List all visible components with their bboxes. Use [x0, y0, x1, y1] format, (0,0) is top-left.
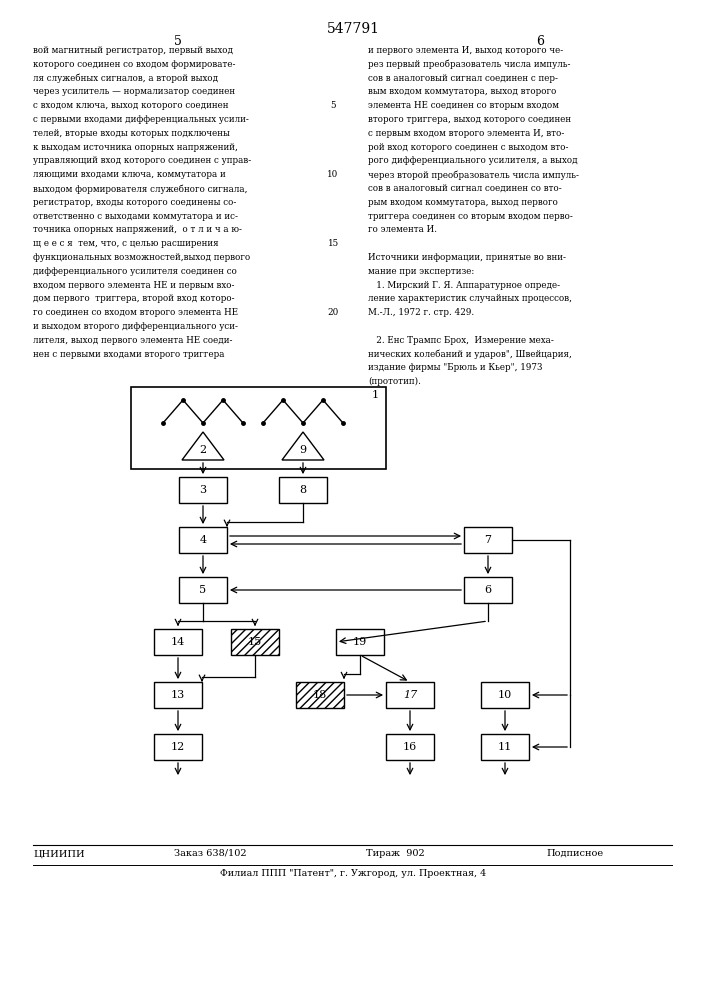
Text: ЦНИИПИ: ЦНИИПИ [33, 849, 85, 858]
Text: 2: 2 [199, 445, 206, 455]
Text: 5: 5 [174, 35, 182, 48]
Text: вым входом коммутатора, выход второго: вым входом коммутатора, выход второго [368, 87, 556, 96]
Bar [296, 682, 344, 708]
Text: функциональных возможностей,выход первого: функциональных возможностей,выход первог… [33, 253, 250, 262]
Text: ление характеристик случайных процессов,: ление характеристик случайных процессов, [368, 294, 572, 303]
Bar [386, 682, 434, 708]
Text: входом первого элемента НЕ и первым вхо-: входом первого элемента НЕ и первым вхо- [33, 281, 235, 290]
Text: и выходом второго дифференциального уси-: и выходом второго дифференциального уси- [33, 322, 238, 331]
Text: сов в аналоговый сигнал соединен со вто-: сов в аналоговый сигнал соединен со вто- [368, 184, 562, 193]
Text: через усилитель — нормализатор соединен: через усилитель — нормализатор соединен [33, 87, 235, 96]
Text: (прототип).: (прототип). [368, 377, 421, 386]
Text: которого соединен со входом формировате-: которого соединен со входом формировате- [33, 60, 235, 69]
Text: 20: 20 [327, 308, 339, 317]
Bar [179, 477, 227, 503]
Text: 9: 9 [300, 445, 307, 455]
Text: дифференциального усилителя соединен со: дифференциального усилителя соединен со [33, 267, 237, 276]
Text: рез первый преобразователь числа импуль-: рез первый преобразователь числа импуль- [368, 60, 571, 69]
Text: рого дифференциального усилителя, а выход: рого дифференциального усилителя, а выхо… [368, 156, 578, 165]
Text: элемента НЕ соединен со вторым входом: элемента НЕ соединен со вторым входом [368, 101, 559, 110]
Text: издание фирмы "Брюль и Кьер", 1973: издание фирмы "Брюль и Кьер", 1973 [368, 363, 542, 372]
Text: 19: 19 [353, 637, 367, 647]
Bar [179, 577, 227, 603]
Text: Филиал ППП "Патент", г. Ужгород, ул. Проектная, 4: Филиал ППП "Патент", г. Ужгород, ул. Про… [220, 869, 486, 878]
Bar [279, 477, 327, 503]
Text: Источники информации, принятые во вни-: Источники информации, принятые во вни- [368, 253, 566, 262]
Text: 6: 6 [484, 585, 491, 595]
Text: точника опорных напряжений,  о т л и ч а ю-: точника опорных напряжений, о т л и ч а … [33, 225, 242, 234]
Text: нических колебаний и ударов", Швейцария,: нических колебаний и ударов", Швейцария, [368, 350, 572, 359]
Text: 8: 8 [300, 485, 307, 495]
Text: нен с первыми входами второго триггера: нен с первыми входами второго триггера [33, 350, 225, 359]
Text: 10: 10 [327, 170, 339, 179]
Text: 547791: 547791 [327, 22, 380, 36]
Bar [386, 734, 434, 760]
Text: 4: 4 [199, 535, 206, 545]
Text: 6: 6 [536, 35, 544, 48]
Bar [154, 629, 202, 655]
Bar [464, 527, 512, 553]
Text: Заказ 638/102: Заказ 638/102 [174, 849, 246, 858]
Text: управляющий вход которого соединен с управ-: управляющий вход которого соединен с упр… [33, 156, 251, 165]
Text: 3: 3 [199, 485, 206, 495]
Text: 1: 1 [372, 390, 379, 400]
Text: 1. Мирский Г. Я. Аппаратурное опреде-: 1. Мирский Г. Я. Аппаратурное опреде- [368, 281, 560, 290]
Text: 16: 16 [403, 742, 417, 752]
Text: 15: 15 [248, 637, 262, 647]
Text: мание при экспертизе:: мание при экспертизе: [368, 267, 474, 276]
Text: ляющими входами ключа, коммутатора и: ляющими входами ключа, коммутатора и [33, 170, 226, 179]
Text: сов в аналоговый сигнал соединен с пер-: сов в аналоговый сигнал соединен с пер- [368, 74, 558, 83]
Text: 5: 5 [330, 101, 336, 110]
Text: Подписное: Подписное [547, 849, 604, 858]
Text: 10: 10 [498, 690, 512, 700]
Text: с первым входом второго элемента И, вто-: с первым входом второго элемента И, вто- [368, 129, 564, 138]
Text: Тираж  902: Тираж 902 [366, 849, 424, 858]
Polygon shape [282, 432, 324, 460]
Text: второго триггера, выход которого соединен: второго триггера, выход которого соедине… [368, 115, 571, 124]
Text: с первыми входами дифференциальных усили-: с первыми входами дифференциальных усили… [33, 115, 249, 124]
Text: 18: 18 [313, 690, 327, 700]
Bar [154, 682, 202, 708]
Text: 15: 15 [327, 239, 339, 248]
Bar [179, 527, 227, 553]
Text: через второй преобразователь числа импуль-: через второй преобразователь числа импул… [368, 170, 579, 180]
Text: регистратор, входы которого соединены со-: регистратор, входы которого соединены со… [33, 198, 236, 207]
Text: дом первого  триггера, второй вход которо-: дом первого триггера, второй вход которо… [33, 294, 235, 303]
Bar [481, 734, 529, 760]
Text: го элемента И.: го элемента И. [368, 225, 437, 234]
Text: рой вход которого соединен с выходом вто-: рой вход которого соединен с выходом вто… [368, 143, 568, 152]
Bar [464, 577, 512, 603]
Text: 11: 11 [498, 742, 512, 752]
Text: 14: 14 [171, 637, 185, 647]
Text: рым входом коммутатора, выход первого: рым входом коммутатора, выход первого [368, 198, 558, 207]
Bar [336, 629, 384, 655]
Text: 2. Енс Трампс Брох,  Измерение меха-: 2. Енс Трампс Брох, Измерение меха- [368, 336, 554, 345]
Polygon shape [182, 432, 224, 460]
Text: щ е е с я  тем, что, с целью расширения: щ е е с я тем, что, с целью расширения [33, 239, 218, 248]
Text: 13: 13 [171, 690, 185, 700]
Text: 5: 5 [199, 585, 206, 595]
Text: го соединен со входом второго элемента НЕ: го соединен со входом второго элемента Н… [33, 308, 238, 317]
Text: вой магнитный регистратор, первый выход: вой магнитный регистратор, первый выход [33, 46, 233, 55]
Text: выходом формирователя служебного сигнала,: выходом формирователя служебного сигнала… [33, 184, 247, 194]
Bar [481, 682, 529, 708]
Text: М.-Л., 1972 г. стр. 429.: М.-Л., 1972 г. стр. 429. [368, 308, 474, 317]
Text: 17: 17 [403, 690, 417, 700]
Text: с входом ключа, выход которого соединен: с входом ключа, выход которого соединен [33, 101, 228, 110]
Bar [231, 629, 279, 655]
Bar [154, 734, 202, 760]
Text: 7: 7 [484, 535, 491, 545]
Text: к выходам источника опорных напряжений,: к выходам источника опорных напряжений, [33, 143, 238, 152]
Text: и первого элемента И, выход которого че-: и первого элемента И, выход которого че- [368, 46, 563, 55]
Text: ответственно с выходами коммутатора и ис-: ответственно с выходами коммутатора и ис… [33, 212, 238, 221]
Bar [131, 387, 385, 469]
Text: ля служебных сигналов, а второй выход: ля служебных сигналов, а второй выход [33, 74, 218, 83]
Text: лителя, выход первого элемента НЕ соеди-: лителя, выход первого элемента НЕ соеди- [33, 336, 233, 345]
Text: 12: 12 [171, 742, 185, 752]
Text: триггера соединен со вторым входом перво-: триггера соединен со вторым входом перво… [368, 212, 573, 221]
Text: телей, вторые входы которых подключены: телей, вторые входы которых подключены [33, 129, 230, 138]
